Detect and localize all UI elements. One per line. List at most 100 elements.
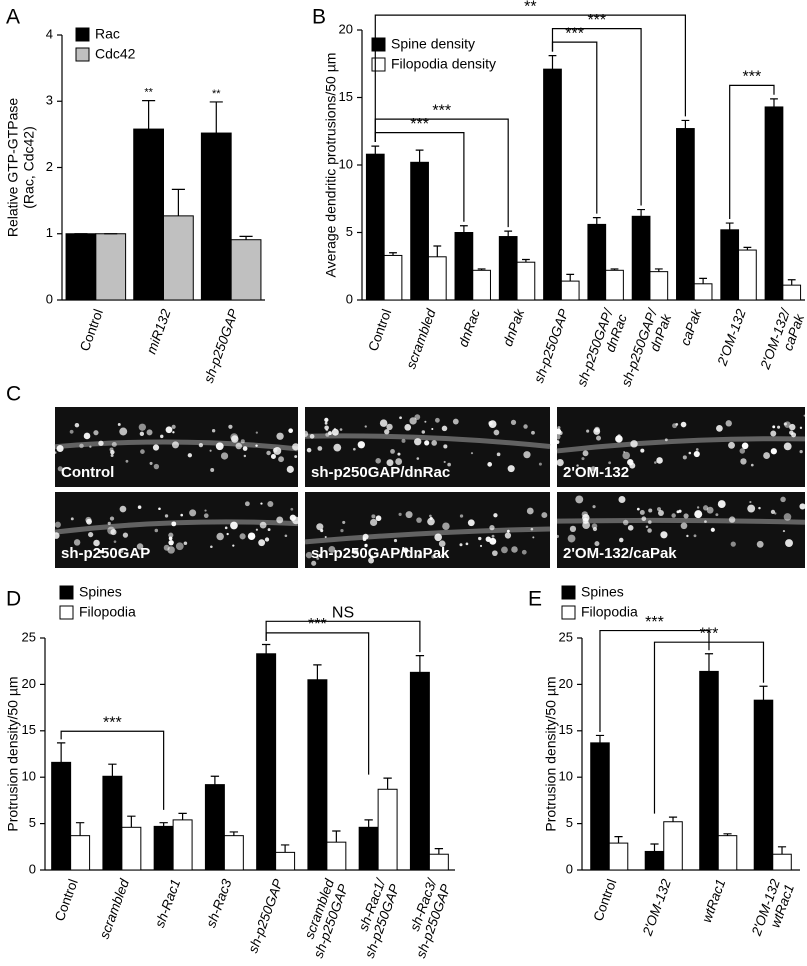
image-caption: sh-p250GAP/dnPak	[311, 545, 450, 562]
legend-label: Spine density	[391, 36, 475, 52]
spine-spot	[427, 517, 435, 526]
error-bar	[548, 55, 557, 70]
spine-spot	[139, 431, 145, 437]
micrograph: 2'OM-132	[554, 407, 806, 487]
spine-spot	[210, 468, 215, 472]
spine-spot	[146, 429, 153, 436]
bar	[256, 653, 277, 871]
spine-spot	[89, 445, 92, 448]
spine-spot	[424, 420, 427, 423]
error-bar	[371, 145, 380, 155]
significance-mark: **	[144, 86, 153, 98]
y-axis-label-line: Protrusion density/50 µm	[5, 676, 21, 831]
error-bar	[504, 230, 513, 237]
spine-spot	[255, 431, 258, 434]
spine-spot	[693, 450, 700, 458]
spine-spot	[160, 434, 164, 439]
spine-spot	[203, 513, 209, 519]
spine-spot	[364, 543, 368, 548]
bar	[65, 233, 97, 301]
significance-label: ***	[432, 102, 451, 119]
spine-spot	[324, 536, 327, 539]
error-bar	[239, 235, 253, 240]
spine-spot	[756, 540, 764, 548]
significance-label: ***	[308, 616, 327, 633]
y-tick-label: 15	[559, 722, 573, 737]
spine-spot	[309, 434, 315, 439]
spine-spot	[728, 516, 736, 523]
spine-spot	[478, 536, 482, 541]
spine-spot	[255, 444, 258, 447]
bar	[70, 835, 91, 871]
bar	[631, 215, 651, 301]
spine-spot	[622, 519, 629, 526]
spine-spot	[211, 429, 216, 433]
error-bar	[704, 653, 714, 672]
spine-spot	[493, 513, 498, 518]
bar	[153, 825, 174, 871]
spine-spot	[780, 496, 786, 503]
spine-spot	[107, 521, 111, 525]
spine-spot	[328, 546, 336, 553]
bar	[383, 254, 403, 301]
spine-spot	[386, 459, 394, 467]
spine-spot	[153, 463, 160, 470]
spine-spot	[489, 537, 497, 545]
spine-spot	[487, 462, 493, 467]
x-tick-label-line: wtRac1	[699, 877, 728, 924]
spine-spot	[660, 531, 668, 539]
significance-label: ***	[410, 116, 429, 133]
spine-spot	[259, 521, 267, 529]
spine-spot	[339, 428, 343, 431]
spine-spot	[576, 464, 579, 467]
spine-spot	[125, 459, 129, 463]
error-bar	[699, 277, 708, 284]
spine-spot	[441, 554, 444, 558]
spine-spot	[267, 500, 274, 507]
spine-spot	[680, 421, 687, 428]
error-bar	[522, 258, 530, 263]
y-tick-label: 5	[566, 815, 573, 830]
spine-spot	[122, 532, 129, 538]
spine-spot	[172, 431, 175, 434]
legend-swatch	[371, 57, 386, 72]
spine-spot	[244, 501, 250, 507]
spine-spot	[569, 525, 577, 533]
spine-spot	[224, 526, 228, 530]
x-tick-label-line: miR132	[144, 307, 174, 356]
spine-spot	[488, 420, 497, 429]
spine-spot	[70, 517, 74, 521]
spine-spot	[416, 517, 422, 523]
spine-spot	[657, 507, 662, 512]
spine-spot	[137, 505, 142, 509]
spine-spot	[789, 430, 794, 435]
y-tick-label: 15	[339, 89, 353, 104]
x-tick-label-line: dnPak	[500, 306, 528, 348]
spine-spot	[395, 458, 403, 465]
spine-spot	[98, 440, 104, 446]
spine-spot	[421, 430, 426, 434]
bar	[699, 670, 719, 871]
y-axis-label: Relative GTP-GTPase (Rac, Cdc42)	[5, 98, 37, 237]
panel-label: E	[528, 588, 542, 611]
x-tick-label-line: 2'OM-132	[714, 307, 749, 369]
spine-spot	[54, 521, 61, 528]
spine-spot	[491, 534, 495, 538]
bar	[204, 784, 225, 871]
spine-spot	[694, 510, 703, 519]
error-bar	[610, 268, 619, 271]
spine-spot	[783, 513, 792, 521]
spine-spot	[657, 510, 664, 516]
spine-spot	[417, 554, 422, 559]
bar	[644, 850, 665, 871]
significance-mark: **	[212, 88, 221, 100]
error-bar	[654, 268, 663, 272]
spine-spot	[799, 449, 803, 454]
spine-spot	[171, 441, 179, 449]
x-tick-label: sh-p250GAP	[531, 307, 572, 385]
spine-spot	[567, 534, 576, 543]
error-bar	[383, 777, 392, 790]
spine-spot	[331, 428, 339, 436]
spine-spot	[352, 548, 359, 555]
